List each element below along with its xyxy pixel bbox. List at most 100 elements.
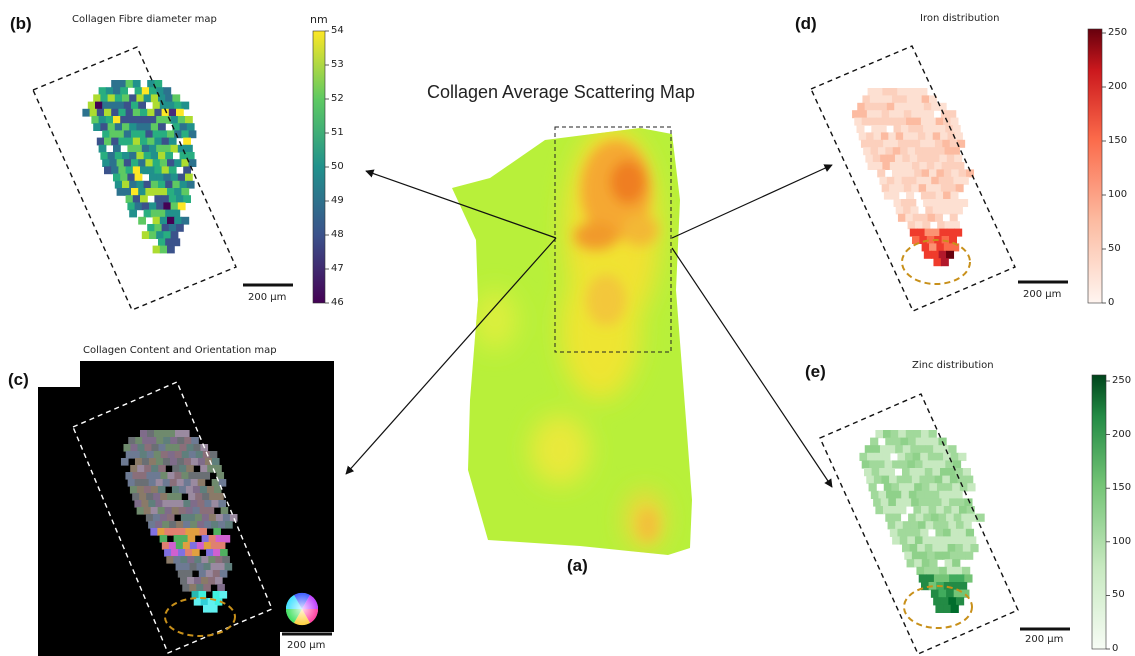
map-pixel bbox=[129, 209, 137, 218]
map-pixel bbox=[116, 159, 125, 167]
map-pixel bbox=[197, 479, 206, 487]
map-pixel bbox=[109, 130, 118, 139]
map-pixel bbox=[886, 176, 895, 185]
map-pixel bbox=[955, 544, 964, 553]
map-pixel bbox=[125, 195, 134, 203]
map-pixel bbox=[201, 514, 210, 522]
map-pixel bbox=[955, 468, 964, 477]
map-pixel bbox=[892, 147, 901, 156]
map-pixel bbox=[913, 430, 922, 439]
map-pixel bbox=[941, 498, 950, 507]
map-pixel bbox=[170, 231, 179, 239]
map-pixel bbox=[875, 139, 884, 148]
map-pixel bbox=[149, 87, 157, 95]
map-pixel bbox=[874, 110, 883, 119]
map-pixel bbox=[198, 570, 207, 578]
map-pixel bbox=[163, 231, 172, 239]
map-pixel bbox=[180, 535, 189, 543]
map-pixel bbox=[183, 479, 192, 487]
map-pixel bbox=[129, 152, 137, 160]
map-pixel bbox=[147, 224, 155, 232]
map-pixel bbox=[892, 536, 901, 545]
map-pixel bbox=[936, 483, 946, 492]
map-pixel bbox=[954, 566, 963, 575]
map-pixel bbox=[125, 451, 134, 459]
map-pixel bbox=[933, 445, 942, 454]
map-pixel bbox=[909, 468, 918, 477]
map-pixel bbox=[956, 162, 965, 170]
map-pixel bbox=[134, 202, 143, 211]
map-pixel bbox=[926, 162, 935, 170]
map-pixel bbox=[907, 460, 916, 469]
map-pixel bbox=[156, 231, 164, 239]
map-pixel bbox=[195, 472, 204, 480]
map-pixel bbox=[147, 80, 155, 88]
map-pixel bbox=[871, 468, 880, 477]
map-pixel bbox=[943, 604, 952, 613]
map-pixel bbox=[143, 152, 152, 160]
map-pixel bbox=[134, 87, 143, 95]
map-pixel bbox=[150, 180, 159, 189]
map-pixel bbox=[878, 490, 887, 499]
connector-arrows bbox=[345, 164, 833, 488]
map-pixel bbox=[215, 535, 224, 543]
map-pixel bbox=[174, 493, 182, 501]
map-pixel bbox=[908, 199, 917, 207]
map-pixel bbox=[151, 465, 159, 473]
map-pixel bbox=[900, 125, 909, 133]
map-pixel bbox=[918, 184, 927, 193]
map-pixel bbox=[185, 549, 193, 557]
map-pixel bbox=[111, 137, 119, 146]
map-pixel bbox=[185, 116, 193, 124]
map-pixel bbox=[177, 144, 186, 153]
map-pixel bbox=[880, 498, 889, 507]
map-pixel bbox=[120, 458, 129, 466]
map-pixel bbox=[200, 465, 208, 473]
map-pixel bbox=[138, 216, 146, 225]
map-pixel bbox=[217, 584, 225, 592]
map-pixel bbox=[185, 144, 193, 153]
map-pixel bbox=[214, 598, 223, 606]
map-pixel bbox=[898, 483, 908, 492]
map-pixel bbox=[158, 209, 166, 218]
map-pixel bbox=[943, 452, 952, 461]
map-pixel bbox=[976, 513, 985, 522]
map-pixel bbox=[203, 542, 212, 550]
map-pixel bbox=[207, 465, 215, 473]
map-pixel bbox=[183, 500, 191, 508]
map-pixel bbox=[951, 582, 960, 591]
map-pixel bbox=[189, 563, 198, 571]
map-pixel bbox=[114, 94, 123, 103]
map-pixel bbox=[926, 574, 935, 583]
map-pixel bbox=[872, 445, 881, 454]
map-pixel bbox=[150, 507, 159, 515]
map-pixel bbox=[929, 483, 938, 492]
map-pixel bbox=[190, 521, 198, 529]
map-pixel bbox=[899, 169, 908, 178]
map-pixel bbox=[931, 228, 940, 237]
map-pixel bbox=[940, 468, 949, 477]
map-pixel bbox=[921, 582, 930, 591]
map-pixel bbox=[167, 451, 176, 459]
map-pixel bbox=[946, 589, 955, 598]
map-pixel bbox=[923, 513, 932, 522]
map-pixel bbox=[901, 102, 910, 111]
map-pixel bbox=[172, 444, 181, 452]
scattering-map bbox=[452, 128, 692, 555]
map-pixel bbox=[904, 475, 913, 484]
map-pixel bbox=[937, 147, 946, 156]
map-pixel bbox=[868, 139, 877, 148]
map-pixel bbox=[939, 566, 948, 575]
map-pixel bbox=[176, 479, 185, 487]
map-pixel bbox=[186, 465, 194, 473]
map-pixel bbox=[882, 162, 891, 170]
map-pixel bbox=[932, 468, 941, 477]
map-pixel bbox=[867, 88, 876, 96]
map-pixel bbox=[163, 202, 172, 211]
map-pixel bbox=[934, 475, 943, 484]
map-pixel bbox=[181, 188, 190, 196]
map-pixel bbox=[157, 528, 165, 536]
map-pixel bbox=[167, 159, 175, 167]
panel-label-b: (b) bbox=[10, 14, 32, 33]
map-pixel bbox=[896, 184, 905, 193]
